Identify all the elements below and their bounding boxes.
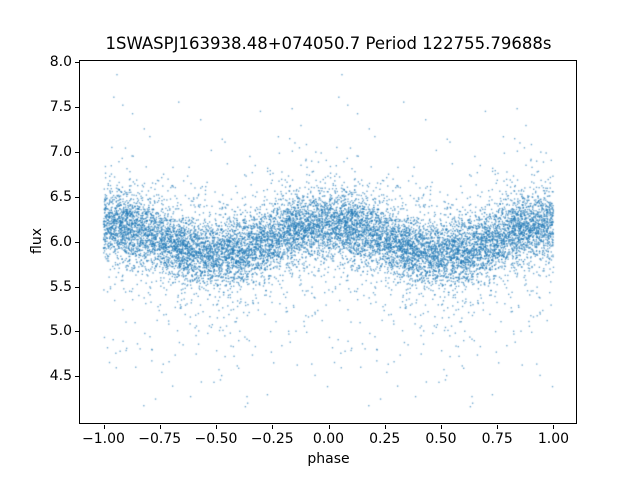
y-tick xyxy=(75,196,79,198)
x-tick-label: 0.00 xyxy=(312,431,345,447)
scatter-points-canvas xyxy=(80,61,577,424)
x-tick xyxy=(497,425,499,429)
x-tick xyxy=(328,425,330,429)
y-tick-label: 7.5 xyxy=(49,98,72,115)
y-tick-label: 5.0 xyxy=(49,323,72,340)
x-tick-label: 0.25 xyxy=(369,431,401,447)
y-tick xyxy=(75,331,79,333)
y-tick-label: 5.5 xyxy=(49,278,72,295)
y-tick xyxy=(75,151,79,153)
y-tick xyxy=(75,286,79,288)
x-axis-label: phase xyxy=(307,451,350,467)
y-tick-label: 8.0 xyxy=(49,53,72,70)
x-tick xyxy=(216,425,217,429)
x-tick xyxy=(159,425,161,429)
y-tick-label: 6.0 xyxy=(49,233,72,250)
y-tick-label: 4.5 xyxy=(49,368,72,385)
x-tick xyxy=(440,425,442,429)
y-tick-label: 7.0 xyxy=(49,143,72,160)
y-tick xyxy=(75,376,79,378)
chart-title: 1SWASPJ163938.48+074050.7 Period 122755.… xyxy=(105,34,552,53)
x-tick-label: 1.00 xyxy=(537,431,570,447)
y-tick xyxy=(75,106,79,108)
x-tick-label: 0.75 xyxy=(481,431,513,447)
x-tick xyxy=(553,425,555,429)
x-tick xyxy=(272,425,274,429)
x-tick xyxy=(384,425,386,429)
x-tick-label: 0.50 xyxy=(425,431,457,447)
x-tick-label: −0.50 xyxy=(194,431,238,447)
y-tick xyxy=(75,61,79,63)
y-tick xyxy=(75,241,79,243)
x-tick-label: −1.00 xyxy=(82,431,125,447)
x-tick-label: −0.75 xyxy=(138,431,182,447)
x-tick-label: −0.25 xyxy=(250,431,294,447)
y-tick-label: 6.5 xyxy=(49,188,72,205)
x-tick xyxy=(103,425,105,429)
